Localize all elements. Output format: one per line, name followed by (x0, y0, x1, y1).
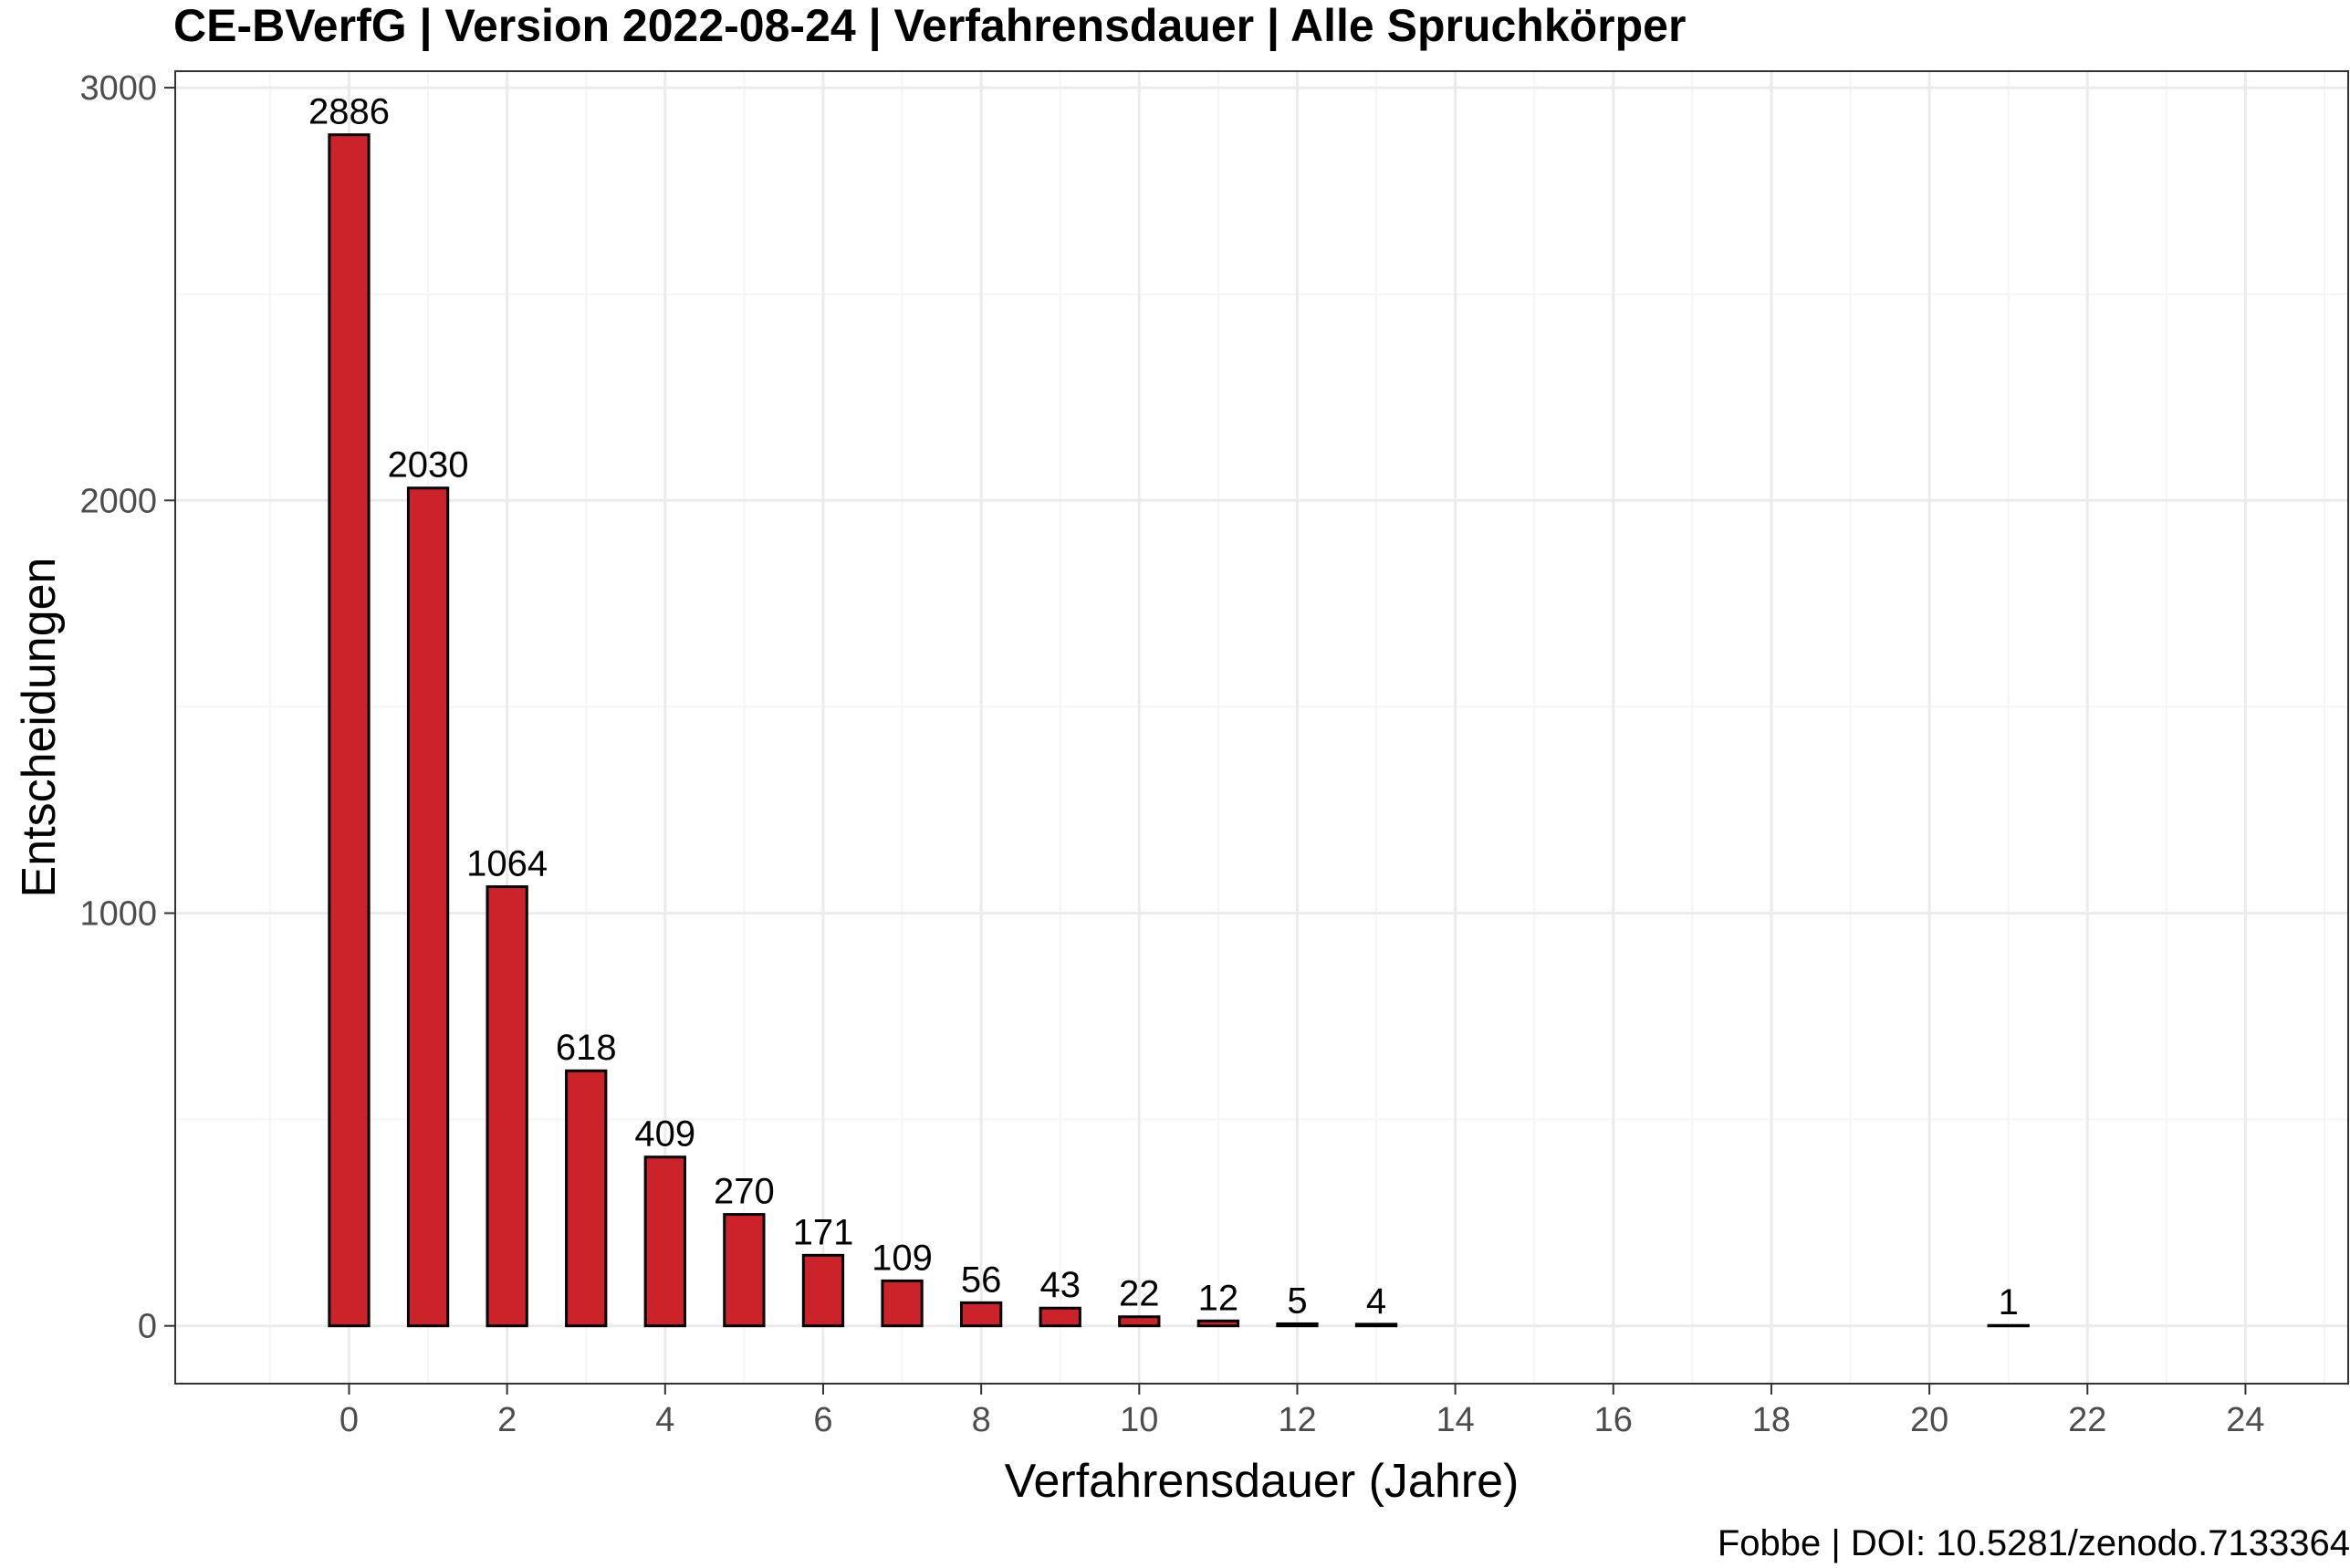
x-tick-label: 12 (1278, 1401, 1316, 1439)
bar (959, 1301, 1003, 1328)
bar (1987, 1323, 2030, 1328)
x-tick-label: 24 (2226, 1401, 2264, 1439)
bar-value-label: 5 (1287, 1281, 1307, 1321)
bar (1196, 1319, 1240, 1328)
bar (565, 1069, 608, 1328)
bars (328, 133, 2030, 1328)
bar-value-label: 171 (793, 1212, 854, 1252)
bar-value-label: 22 (1119, 1274, 1160, 1314)
bar (723, 1213, 766, 1328)
x-tick-label: 0 (339, 1401, 359, 1439)
chart-title: CE-BVerfG | Version 2022-08-24 | Verfahr… (173, 0, 1687, 51)
bar-value-label: 270 (714, 1172, 775, 1212)
bar-value-label: 4 (1366, 1281, 1386, 1322)
bar (881, 1279, 924, 1328)
bar (1276, 1322, 1319, 1328)
x-tick-label: 20 (1910, 1401, 1948, 1439)
bar (406, 486, 450, 1328)
y-tick-label: 0 (138, 1308, 157, 1346)
bar-value-label: 56 (961, 1260, 1002, 1300)
bar (486, 885, 528, 1328)
bar-value-label: 2886 (308, 92, 390, 132)
bar-value-label: 1064 (466, 844, 548, 884)
bar-value-label: 2030 (388, 445, 469, 486)
bar-value-label: 43 (1039, 1265, 1081, 1305)
x-tick-label: 2 (497, 1401, 517, 1439)
bar (1118, 1315, 1161, 1328)
bar-value-label: 618 (556, 1028, 617, 1068)
y-axis-title: Entscheidungen (13, 558, 66, 898)
bar (643, 1155, 686, 1328)
x-tick-label: 8 (972, 1401, 991, 1439)
y-tick-label: 3000 (79, 69, 157, 108)
bar-value-label: 1 (1999, 1282, 2019, 1322)
y-tick-label: 1000 (79, 894, 157, 933)
bar (801, 1253, 845, 1328)
bar-value-label: 109 (872, 1238, 933, 1278)
x-axis-title: Verfahrensdauer (Jahre) (1005, 1455, 1520, 1508)
bar-value-label: 409 (634, 1114, 695, 1155)
x-tick-label: 16 (1594, 1401, 1633, 1439)
x-tick-label: 14 (1436, 1401, 1474, 1439)
source-caption: Fobbe | DOI: 10.5281/zenodo.7133364 (1717, 1523, 2350, 1563)
bar (328, 133, 371, 1328)
panel-border (174, 70, 2349, 1385)
bar (1354, 1322, 1398, 1328)
bar-value-label: 12 (1198, 1278, 1239, 1318)
bar-labels: 2886 2030 1064 618 409 270 171 109 56 43 22 12 5 4 1 (308, 92, 2019, 1323)
x-tick-label: 4 (655, 1401, 674, 1439)
y-tick-label: 2000 (79, 482, 157, 520)
x-tick-label: 18 (1752, 1401, 1791, 1439)
bar (1039, 1306, 1081, 1328)
x-tick-label: 6 (813, 1401, 832, 1439)
x-tick-label: 22 (2068, 1401, 2106, 1439)
x-tick-label: 10 (1120, 1401, 1158, 1439)
